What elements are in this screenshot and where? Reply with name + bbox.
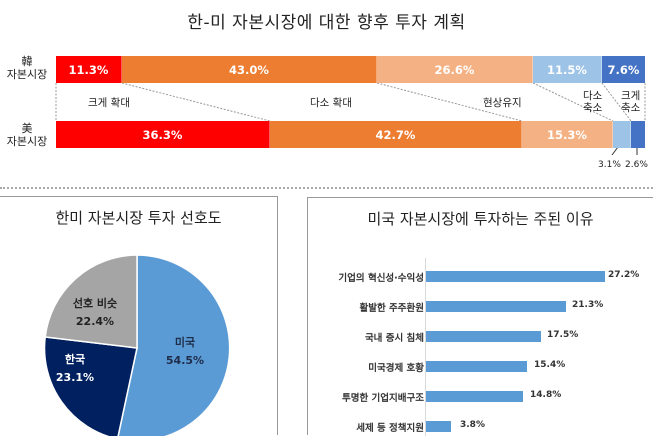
reasons-bar-panel: 미국 자본시장에 투자하는 주된 이유 기업의 혁신성·수익성 27.2% 활발…: [307, 197, 653, 436]
category-label-some-reduce-line2: 축소: [583, 102, 603, 114]
reason-value: 27.2%: [608, 270, 640, 280]
reason-bar: [426, 391, 523, 402]
reasons-title: 미국 자본시장에 투자하는 주된 이유: [367, 210, 594, 228]
row-label-korea-text: 자본시장: [6, 68, 48, 81]
reason-value: 21.3%: [572, 300, 604, 310]
category-label-big-reduce: 크게 축소: [621, 90, 640, 114]
connector-lines: [55, 82, 646, 156]
pie-label-similar: 선호 비슷 22.4%: [55, 295, 135, 331]
us-segment-big-reduce: [631, 121, 645, 148]
us-segment-big-expand: 36.3%: [56, 121, 270, 148]
reasons-axis-line: [425, 258, 426, 436]
reason-row: 미국경제 호황 15.4%: [308, 360, 653, 374]
pie-slice-similar: [44, 254, 138, 349]
pie-title: 한미 자본시장 투자 선호도: [55, 209, 222, 227]
preference-pie-panel: 한미 자본시장 투자 선호도 미국 54.5% 한국 23.1% 선호 비슷 2…: [0, 196, 278, 436]
pie-label-similar-name: 선호 비슷: [72, 297, 118, 310]
reason-row: 활발한 주주환원 21.3%: [308, 300, 653, 314]
us-segment-maintain: 15.3%: [522, 121, 613, 148]
category-label-big-reduce-line1: 크게: [621, 90, 641, 102]
section-divider: [0, 187, 653, 189]
pie-label-korea-value: 23.1%: [55, 371, 95, 384]
reason-row: 투명한 기업지배구조 14.8%: [308, 390, 653, 404]
pie-label-korea-name: 한국: [64, 353, 86, 366]
reason-value: 17.5%: [547, 330, 579, 340]
korea-segment-big-reduce: 7.6%: [602, 56, 645, 83]
reason-value: 14.8%: [530, 390, 562, 400]
us-segment-some-reduce: [613, 121, 631, 148]
reason-row: 세제 등 정책지원 3.8%: [308, 420, 653, 434]
pie-label-us-value: 54.5%: [165, 354, 205, 367]
row-label-us-text: 자본시장: [6, 135, 48, 148]
pie-label-korea: 한국 23.1%: [40, 351, 110, 387]
us-some-reduce-value: 3.1%: [598, 160, 621, 170]
pie-slice-us: [117, 254, 231, 436]
reason-label: 활발한 주주환원: [359, 303, 425, 314]
category-label-some-reduce-line1: 다소: [583, 90, 603, 102]
korea-segment-some-expand: 43.0%: [122, 56, 377, 83]
reason-label: 투명한 기업지배구조: [342, 393, 424, 404]
pie-label-us-name: 미국: [174, 336, 196, 349]
reason-value: 15.4%: [534, 360, 566, 370]
korea-segment-some-reduce: 11.5%: [533, 56, 602, 83]
reason-row: 국내 증시 침체 17.5%: [308, 330, 653, 344]
category-label-some-expand: 다소 확대: [310, 97, 352, 109]
reason-label: 세제 등 정책지원: [356, 423, 424, 434]
category-label-some-reduce: 다소 축소: [583, 90, 602, 114]
pie-label-similar-value: 22.4%: [75, 315, 115, 328]
reason-bar: [426, 301, 566, 312]
category-label-big-expand: 크게 확대: [88, 97, 130, 109]
korea-segment-big-expand: 11.3%: [56, 56, 122, 83]
main-title: 한-미 자본시장에 대한 향후 투자 계획: [187, 13, 466, 33]
reason-bar: [426, 271, 605, 282]
reason-value: 3.8%: [460, 420, 485, 430]
korea-segment-maintain: 26.6%: [377, 56, 533, 83]
category-label-big-reduce-line2: 축소: [621, 102, 641, 114]
korea-stacked-bar: 11.3% 43.0% 26.6% 11.5% 7.6%: [56, 56, 645, 83]
us-stacked-bar: 36.3% 42.7% 15.3%: [56, 121, 645, 148]
reason-row: 기업의 혁신성·수익성 27.2%: [308, 270, 653, 284]
row-label-us: 美 자본시장: [0, 122, 54, 148]
preference-pie-chart: [43, 254, 231, 436]
row-label-korea: 韓 자본시장: [0, 55, 54, 81]
us-segment-some-expand: 42.7%: [270, 121, 522, 148]
reason-bar: [426, 361, 527, 372]
category-label-maintain: 현상유지: [483, 97, 522, 109]
reason-bar: [426, 421, 451, 432]
reason-bar: [426, 331, 541, 342]
pie-label-us: 미국 54.5%: [150, 334, 220, 370]
reason-label: 기업의 혁신성·수익성: [338, 273, 424, 284]
reason-label: 국내 증시 침체: [364, 333, 424, 344]
reason-label: 미국경제 호황: [368, 363, 424, 374]
us-big-reduce-value: 2.6%: [625, 160, 648, 170]
row-label-us-hanja: 美: [21, 122, 33, 135]
row-label-korea-hanja: 韓: [21, 55, 33, 68]
